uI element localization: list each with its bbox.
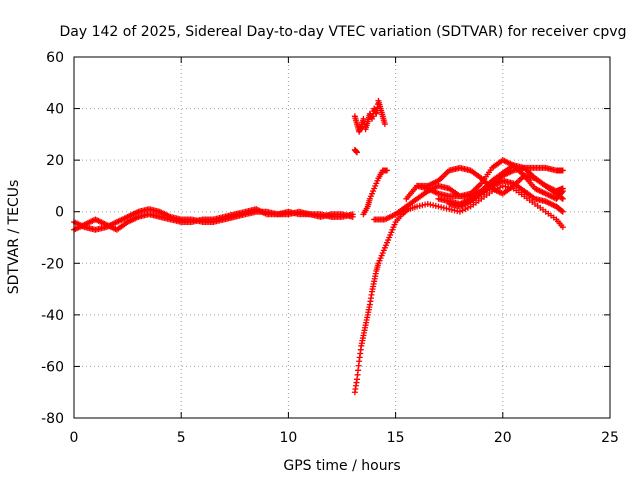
series-track-h bbox=[446, 177, 566, 215]
x-tick-label: 25 bbox=[601, 430, 619, 446]
y-axis-label: SDTVAR / TECUs bbox=[6, 180, 22, 295]
data-point bbox=[559, 224, 566, 231]
y-tick-label: 40 bbox=[46, 102, 64, 118]
y-tick-label: -40 bbox=[41, 308, 64, 324]
data-point bbox=[459, 207, 466, 214]
x-tick-label: 0 bbox=[70, 430, 79, 446]
y-tick-label: -20 bbox=[41, 256, 64, 272]
data-point bbox=[456, 208, 463, 215]
x-tick-label: 5 bbox=[177, 430, 186, 446]
x-tick-label: 20 bbox=[494, 430, 512, 446]
y-tick-label: 20 bbox=[46, 153, 64, 169]
plot-frame bbox=[73, 56, 611, 419]
data-points bbox=[71, 97, 566, 396]
y-tick-label: 60 bbox=[46, 50, 64, 66]
x-axis-label: GPS time / hours bbox=[283, 458, 400, 474]
series-track-c bbox=[351, 182, 566, 396]
y-tick-label: -80 bbox=[41, 411, 64, 427]
series-burst-scatter bbox=[351, 146, 391, 218]
data-point bbox=[381, 121, 388, 128]
axis-ticks: 0 5 10 15 20 25 -80 -60 -40 -20 0 20 40 60 bbox=[41, 50, 619, 446]
data-point bbox=[559, 185, 566, 192]
grid-lines bbox=[74, 57, 610, 418]
series-track-b bbox=[71, 206, 356, 233]
x-tick-label: 10 bbox=[279, 430, 297, 446]
series-track-g bbox=[435, 162, 566, 207]
y-tick-label: -60 bbox=[41, 359, 64, 375]
data-point bbox=[559, 195, 566, 202]
data-point bbox=[462, 206, 469, 213]
series-burst-upper bbox=[351, 97, 388, 135]
chart-title: Day 142 of 2025, Sidereal Day-to-day VTE… bbox=[60, 24, 627, 40]
series-track-f bbox=[414, 157, 566, 202]
data-point bbox=[384, 167, 391, 174]
data-point bbox=[354, 149, 361, 156]
data-point bbox=[559, 208, 566, 215]
data-point bbox=[559, 167, 566, 174]
data-point bbox=[558, 207, 565, 214]
y-tick-label: 0 bbox=[55, 205, 64, 221]
x-tick-label: 15 bbox=[387, 430, 405, 446]
data-point bbox=[349, 213, 356, 220]
